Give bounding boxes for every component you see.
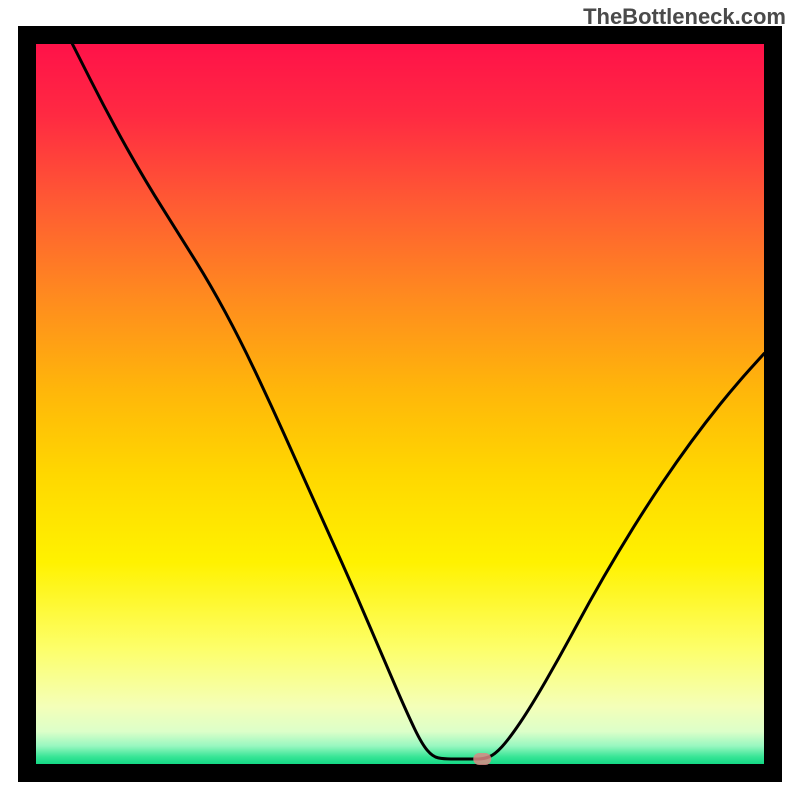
plot-gradient-fill	[36, 44, 764, 764]
optimal-marker	[473, 753, 491, 765]
watermark-text: TheBottleneck.com	[583, 4, 786, 30]
bottleneck-chart	[0, 0, 800, 800]
